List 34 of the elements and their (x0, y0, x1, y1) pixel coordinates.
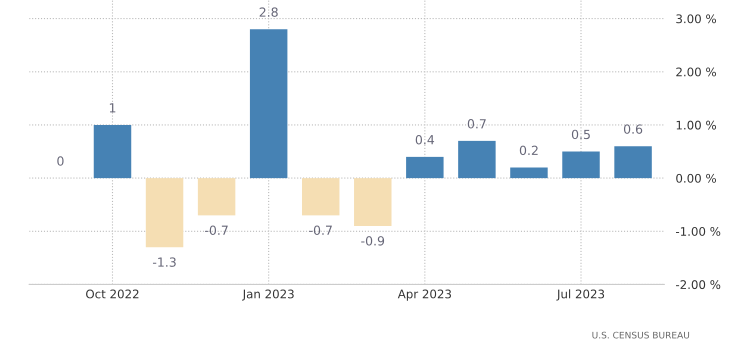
bar (302, 178, 340, 216)
bar (354, 178, 392, 226)
x-tick-label: Jul 2023 (556, 289, 604, 301)
y-tick-label: -1.00 % (676, 226, 720, 236)
bar (198, 178, 236, 216)
data-label: -0.9 (361, 236, 384, 246)
y-tick-label: 2.00 % (676, 67, 716, 76)
bar (406, 156, 444, 178)
data-label: 2.8 (260, 7, 278, 17)
y-tick-label: 0.00 % (676, 174, 716, 183)
data-label: -0.7 (309, 225, 332, 235)
bar (562, 152, 600, 178)
x-tick-label: Oct 2022 (86, 290, 138, 298)
bar (510, 167, 548, 178)
bar (458, 140, 496, 178)
data-label: 0.7 (468, 119, 486, 129)
text: U.S. CENSUS BUREAU (592, 332, 690, 339)
data-label: 0.2 (520, 146, 538, 156)
y-tick-label: -2.00 % (676, 280, 720, 290)
data-label: 0.5 (572, 130, 590, 140)
bar (146, 178, 184, 248)
x-tick-label: Jan 2023 (242, 290, 294, 301)
data-label: -0.7 (205, 225, 228, 235)
y-tick-label: 3.00 % (676, 14, 716, 24)
data-label: 1 (110, 103, 116, 112)
x-tick-label: Apr 2023 (398, 290, 451, 301)
data-label: 0.4 (416, 135, 434, 144)
y-tick-label: 1.00 % (676, 120, 716, 130)
data-label: -1.3 (152, 257, 176, 267)
data-label: 0 (57, 156, 64, 166)
bar (94, 124, 132, 178)
data-label: 0.6 (624, 124, 642, 134)
bar (614, 146, 652, 178)
bar (250, 29, 288, 178)
